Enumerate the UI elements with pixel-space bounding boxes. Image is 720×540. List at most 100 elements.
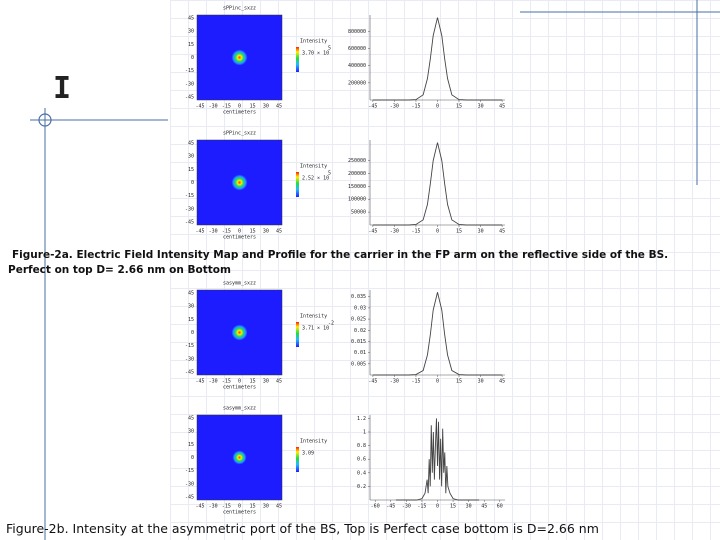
y-tick-label: 0.2 xyxy=(357,484,366,490)
x-tick-label: 15 xyxy=(450,504,456,510)
map-y-tick-label: 0 xyxy=(191,55,194,61)
x-tick-label: -30 xyxy=(390,379,399,385)
map-spot xyxy=(232,450,247,465)
map-x-tick-label: 15 xyxy=(250,104,256,110)
y-tick-label: 200000 xyxy=(348,171,366,177)
map-y-tick-label: 45 xyxy=(188,416,194,422)
legend-title: Intensity xyxy=(300,314,327,320)
legend-exponent: -2 xyxy=(328,321,334,327)
caption-b: Figure-2b. Intensity at the asymmetric p… xyxy=(6,521,599,536)
legend-scale: 3.09 xyxy=(302,451,314,457)
map-y-tick-label: -30 xyxy=(185,481,194,487)
x-tick-label: 45 xyxy=(481,504,487,510)
map-y-tick-label: -15 xyxy=(185,468,194,474)
legend-title: Intensity xyxy=(300,439,327,445)
y-tick-label: 0.4 xyxy=(357,470,366,476)
map-x-tick-label: -15 xyxy=(222,379,231,385)
map-spot xyxy=(231,174,248,191)
map-x-label: centimeters xyxy=(223,510,256,516)
decoration xyxy=(30,0,720,540)
map-y-tick-label: 30 xyxy=(188,429,194,435)
colorbar xyxy=(296,172,299,197)
map-title: sasymm_sxzz xyxy=(223,406,256,412)
x-tick-label: -30 xyxy=(390,229,399,235)
map-x-tick-label: -45 xyxy=(195,379,204,385)
legend-scale: 3.70 × 10 xyxy=(302,51,329,57)
map-x-tick-label: 0 xyxy=(238,379,241,385)
x-tick-label: 30 xyxy=(478,104,484,110)
map-x-tick-label: -30 xyxy=(209,504,218,510)
map-y-tick-label: -45 xyxy=(185,95,194,101)
map-x-tick-label: -30 xyxy=(209,379,218,385)
x-tick-label: -30 xyxy=(390,104,399,110)
x-tick-label: -15 xyxy=(411,379,420,385)
x-tick-label: 60 xyxy=(497,504,503,510)
x-tick-label: -60 xyxy=(371,504,380,510)
map-y-tick-label: -15 xyxy=(185,343,194,349)
y-tick-label: 0.035 xyxy=(351,294,366,300)
y-tick-label: 400000 xyxy=(348,63,366,69)
map-y-tick-label: 30 xyxy=(188,154,194,160)
map-y-tick-label: -45 xyxy=(185,220,194,226)
x-tick-label: 0 xyxy=(436,379,439,385)
x-tick-label: 0 xyxy=(436,229,439,235)
map-y-tick-label: 45 xyxy=(188,141,194,147)
colorbar xyxy=(296,322,299,347)
colorbar xyxy=(296,47,299,72)
legend-scale: 2.52 × 10 xyxy=(302,176,329,182)
x-tick-label: 30 xyxy=(478,379,484,385)
profile-line xyxy=(372,292,503,376)
map-y-tick-label: 15 xyxy=(188,42,194,48)
map-y-tick-label: -30 xyxy=(185,356,194,362)
y-tick-label: 150000 xyxy=(348,184,366,190)
map-x-tick-label: -45 xyxy=(195,504,204,510)
profile-line xyxy=(395,418,480,501)
map-x-label: centimeters xyxy=(223,235,256,241)
map-x-tick-label: 0 xyxy=(238,104,241,110)
x-tick-label: -45 xyxy=(386,504,395,510)
map-x-tick-label: -15 xyxy=(222,504,231,510)
map-spot xyxy=(231,324,248,341)
map-x-tick-label: 30 xyxy=(263,379,269,385)
y-tick-label: 0.005 xyxy=(351,361,366,367)
map-y-tick-label: -30 xyxy=(185,81,194,87)
y-tick-label: 1.2 xyxy=(357,416,366,422)
map-x-tick-label: 15 xyxy=(250,379,256,385)
y-tick-label: 0.025 xyxy=(351,317,366,323)
y-tick-label: 0.02 xyxy=(354,328,366,334)
y-tick-label: 50000 xyxy=(351,210,366,216)
x-tick-label: 0 xyxy=(436,504,439,510)
map-y-tick-label: 0 xyxy=(191,180,194,186)
caption-a-line2: Perfect on top D= 2.66 nm on Bottom xyxy=(8,264,231,276)
y-tick-label: 800000 xyxy=(348,29,366,35)
map-x-tick-label: 30 xyxy=(263,504,269,510)
map-title: sPPinc_sxzz xyxy=(223,6,256,12)
x-tick-label: 30 xyxy=(478,229,484,235)
caption-a-line1: Figure-2a. Electric Field Intensity Map … xyxy=(12,249,668,261)
y-tick-label: 0.01 xyxy=(354,350,366,356)
map-y-tick-label: 15 xyxy=(188,167,194,173)
map-x-tick-label: 0 xyxy=(238,504,241,510)
y-tick-label: 200000 xyxy=(348,80,366,86)
profile-line xyxy=(372,17,503,101)
x-tick-label: -15 xyxy=(417,504,426,510)
map-x-tick-label: 15 xyxy=(250,229,256,235)
legend-scale: 3.71 × 10 xyxy=(302,326,329,332)
map-x-label: centimeters xyxy=(223,110,256,116)
legend-exponent: 5 xyxy=(328,46,331,52)
colorbar xyxy=(296,447,299,472)
x-tick-label: 0 xyxy=(436,104,439,110)
y-tick-label: 600000 xyxy=(348,46,366,52)
map-x-tick-label: 45 xyxy=(276,379,282,385)
map-x-tick-label: -15 xyxy=(222,229,231,235)
x-tick-label: 15 xyxy=(456,229,462,235)
map-x-tick-label: 45 xyxy=(276,504,282,510)
legend-title: Intensity xyxy=(300,164,327,170)
map-x-tick-label: 30 xyxy=(263,104,269,110)
x-tick-label: 45 xyxy=(499,229,505,235)
map-x-tick-label: -45 xyxy=(195,104,204,110)
map-y-tick-label: 15 xyxy=(188,442,194,448)
y-tick-label: 0.03 xyxy=(354,305,366,311)
